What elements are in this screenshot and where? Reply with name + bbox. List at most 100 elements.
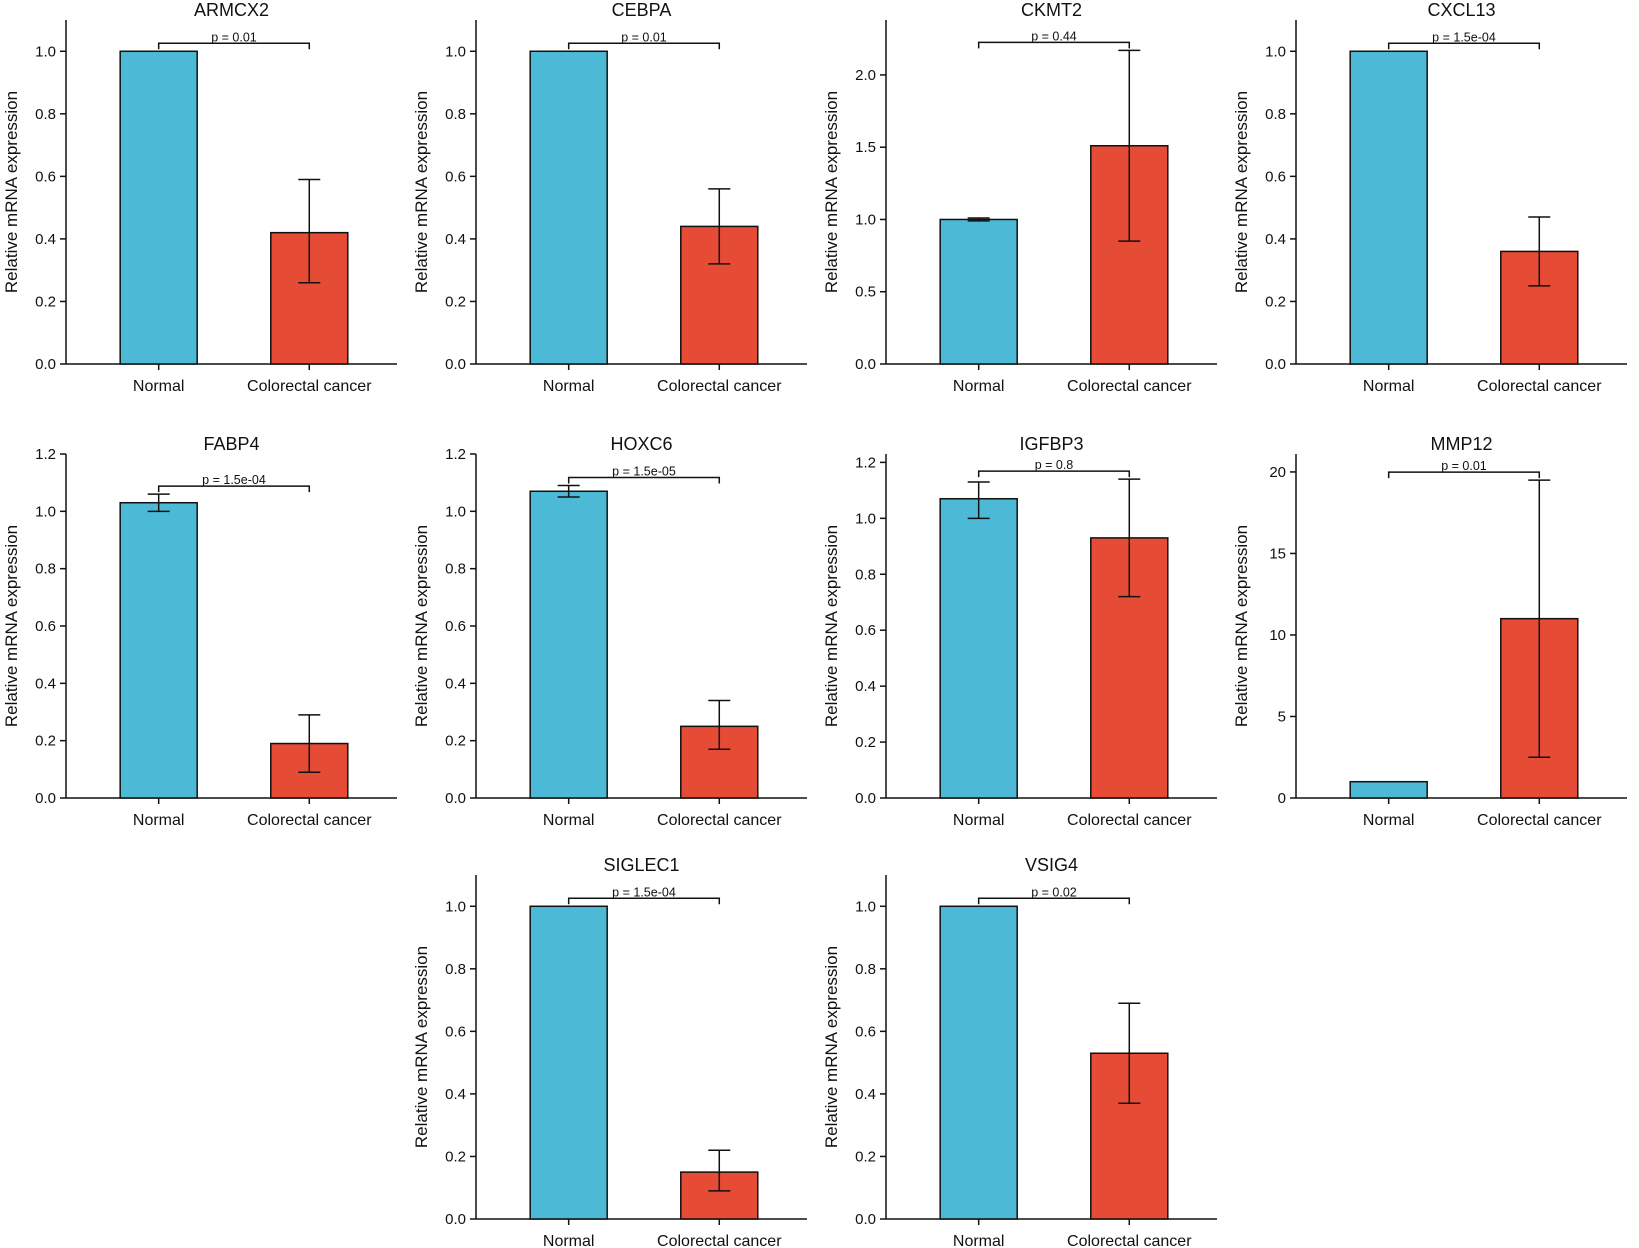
x-tick-label: Normal <box>543 378 595 395</box>
chart-title: CXCL13 <box>1427 0 1495 20</box>
y-tick-label: 0.4 <box>1265 231 1286 248</box>
y-tick-label: 1.2 <box>35 446 56 463</box>
significance-bracket <box>567 476 721 484</box>
y-tick-label: 0.8 <box>445 961 466 978</box>
significance-bracket <box>567 42 721 50</box>
y-tick-label: 0.2 <box>35 733 56 750</box>
y-tick-label: 0.4 <box>445 1086 466 1103</box>
p-value-label: p = 1.5e-04 <box>1432 30 1496 44</box>
y-tick-label: 0.2 <box>445 293 466 310</box>
bar-normal <box>529 905 608 1220</box>
y-axis-label: Relative mRNA expression <box>2 91 21 293</box>
bar-normal <box>939 497 1018 799</box>
x-tick-label: Colorectal cancer <box>1477 812 1602 829</box>
chart-title: IGFBP3 <box>1019 434 1083 454</box>
y-tick-label: 1.5 <box>855 139 876 156</box>
y-tick-label: 0.4 <box>855 678 876 695</box>
y-tick-label: 0.2 <box>1265 293 1286 310</box>
chart-title: ARMCX2 <box>194 0 269 20</box>
y-tick-label: 1.0 <box>1265 43 1286 60</box>
chart-title: FABP4 <box>203 434 259 454</box>
y-tick-label: 1.0 <box>855 211 876 228</box>
y-tick-label: 0 <box>1278 790 1286 807</box>
x-tick-label: Colorectal cancer <box>657 378 782 395</box>
bar-normal <box>939 218 1018 365</box>
significance-bracket <box>977 897 1131 905</box>
significance-bracket <box>1387 471 1541 479</box>
y-tick-label: 2.0 <box>855 67 876 84</box>
significance-bracket <box>977 41 1131 49</box>
y-tick-label: 0.4 <box>445 231 466 248</box>
p-value-label: p = 1.5e-04 <box>612 885 676 899</box>
chart-panel-ckmt2: CKMT2 Relative mRNA expression 0.0 0.5 1.0 1.… <box>822 0 1217 395</box>
x-tick-label: Normal <box>1363 378 1415 395</box>
y-tick-label: 0.8 <box>855 566 876 583</box>
x-tick-label: Normal <box>543 812 595 829</box>
bar-normal <box>939 905 1018 1220</box>
y-tick-label: 0.8 <box>855 961 876 978</box>
y-tick-label: 0.6 <box>445 618 466 635</box>
y-tick-label: 0.0 <box>445 1211 466 1228</box>
y-tick-label: 0.0 <box>855 790 876 807</box>
p-value-label: p = 0.44 <box>1031 29 1077 43</box>
y-tick-label: 0.4 <box>35 675 56 692</box>
x-tick-label: Normal <box>953 812 1005 829</box>
bar-normal <box>529 490 608 799</box>
chart-title: CEBPA <box>612 0 672 20</box>
y-tick-label: 0.0 <box>445 790 466 807</box>
x-tick-label: Colorectal cancer <box>1477 378 1602 395</box>
chart-panel-hoxc6: HOXC6 Relative mRNA expression 0.0 0.2 0.4 0.… <box>412 434 807 829</box>
chart-title: VSIG4 <box>1025 855 1078 875</box>
bar-normal <box>529 50 608 365</box>
x-tick-label: Colorectal cancer <box>247 378 372 395</box>
y-tick-label: 1.0 <box>445 503 466 520</box>
x-tick-label: Normal <box>1363 812 1415 829</box>
y-tick-label: 0.6 <box>855 622 876 639</box>
chart-panel-cxcl13: CXCL13 Relative mRNA expression 0.0 0.2 0.4 0… <box>1232 0 1627 395</box>
y-tick-label: 1.2 <box>445 446 466 463</box>
y-tick-label: 10 <box>1269 627 1286 644</box>
chart-title: CKMT2 <box>1021 0 1082 20</box>
chart-panel-fabp4: FABP4 Relative mRNA expression 0.0 0.2 0.4 0.… <box>2 434 397 829</box>
y-tick-label: 0.2 <box>445 733 466 750</box>
bar-normal <box>1349 780 1428 799</box>
y-tick-label: 20 <box>1269 464 1286 481</box>
y-tick-label: 0.2 <box>855 734 876 751</box>
y-tick-label: 1.0 <box>445 43 466 60</box>
x-tick-label: Colorectal cancer <box>1067 378 1192 395</box>
y-tick-label: 0.6 <box>35 618 56 635</box>
y-tick-label: 0.4 <box>445 675 466 692</box>
y-tick-label: 1.0 <box>35 503 56 520</box>
chart-panel-igfbp3: IGFBP3 Relative mRNA expression 0.0 0.2 0.4 0… <box>822 434 1217 829</box>
bar-normal <box>1349 50 1428 365</box>
p-value-label: p = 0.01 <box>211 30 257 44</box>
y-tick-label: 1.0 <box>35 43 56 60</box>
y-axis-label: Relative mRNA expression <box>2 525 21 727</box>
y-tick-label: 0.8 <box>445 106 466 123</box>
y-tick-label: 0.8 <box>35 106 56 123</box>
chart-panel-armcx2: ARMCX2 Relative mRNA expression 0.0 0.2 0.4 0… <box>2 0 397 395</box>
p-value-label: p = 0.01 <box>621 30 667 44</box>
y-tick-label: 0.6 <box>855 1023 876 1040</box>
y-tick-label: 1.0 <box>445 898 466 915</box>
x-tick-label: Normal <box>953 1233 1005 1248</box>
y-tick-label: 0.8 <box>35 561 56 578</box>
significance-bracket <box>1387 42 1541 50</box>
y-tick-label: 0.6 <box>445 168 466 185</box>
x-tick-label: Colorectal cancer <box>1067 812 1192 829</box>
y-axis-label: Relative mRNA expression <box>822 946 841 1148</box>
y-axis-label: Relative mRNA expression <box>412 946 431 1148</box>
y-tick-label: 15 <box>1269 545 1286 562</box>
significance-bracket <box>977 470 1131 478</box>
y-tick-label: 1.0 <box>855 898 876 915</box>
y-tick-label: 0.0 <box>1265 356 1286 373</box>
y-axis-label: Relative mRNA expression <box>412 91 431 293</box>
y-tick-label: 0.0 <box>855 356 876 373</box>
y-axis-label: Relative mRNA expression <box>412 525 431 727</box>
y-axis-label: Relative mRNA expression <box>1232 525 1251 727</box>
y-axis-label: Relative mRNA expression <box>822 525 841 727</box>
x-tick-label: Normal <box>543 1233 595 1248</box>
y-tick-label: 1.0 <box>855 510 876 527</box>
y-tick-label: 0.6 <box>35 168 56 185</box>
